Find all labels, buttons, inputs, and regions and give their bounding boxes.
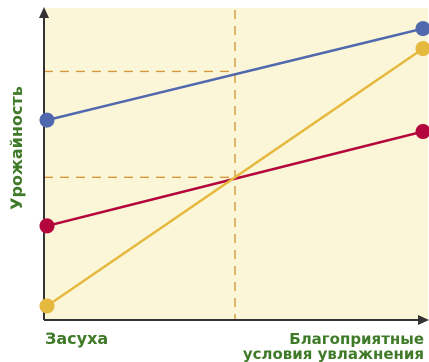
y-axis-label: Урожайность	[7, 86, 26, 210]
series-3-point-1	[39, 298, 55, 314]
x-axis-arrow	[418, 315, 429, 325]
y-axis-arrow	[39, 7, 49, 18]
series-1-point-2	[415, 21, 429, 37]
series-2-point-2	[415, 124, 429, 140]
x-label-left: Засуха	[45, 329, 108, 348]
x-label-right-line1: Благоприятные	[289, 330, 424, 348]
series-points	[39, 21, 429, 314]
axes	[39, 7, 429, 325]
series-3-point-2	[415, 41, 429, 57]
series-lines	[46, 27, 424, 308]
guide-lines	[44, 10, 236, 320]
plot-background	[44, 8, 428, 319]
series-line-3	[46, 47, 424, 308]
series-2-point-1	[39, 218, 55, 234]
series-1-point-1	[39, 112, 55, 128]
series-line-1	[46, 27, 424, 122]
x-label-right-line2: условия увлажнения	[243, 345, 424, 362]
